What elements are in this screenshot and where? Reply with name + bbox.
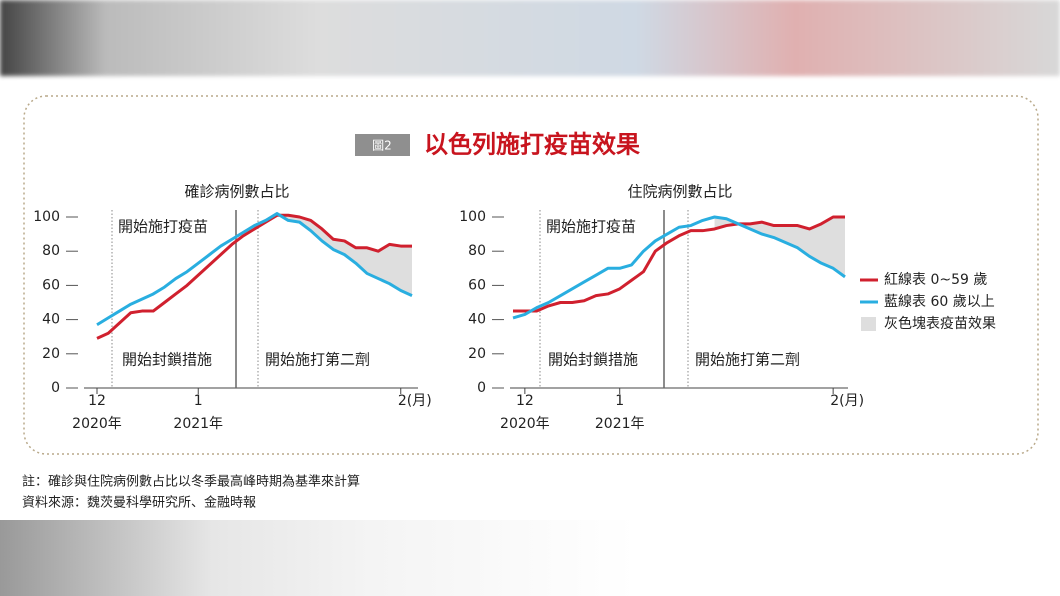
- y-tick-label: 0: [477, 380, 486, 396]
- series-line: [96, 212, 413, 327]
- annotation: 開始施打第二劑: [265, 351, 370, 369]
- y-tick-label: 0: [51, 380, 60, 396]
- x-tick-label: 2(月): [398, 393, 432, 409]
- x-tick-label: 1: [194, 393, 203, 409]
- chart-title: 以色列施打疫苗效果: [424, 130, 640, 159]
- y-tick-label: 80: [468, 243, 486, 259]
- y-tick-label: 80: [42, 243, 60, 259]
- effect-area: [714, 217, 845, 277]
- year-label: 2020年: [72, 416, 122, 432]
- chart-subtitle: 住院病例數占比: [627, 183, 732, 201]
- annotation: 開始封鎖措施: [122, 351, 212, 369]
- series-line: [96, 213, 412, 340]
- blurred-footer: [0, 520, 1060, 596]
- annotation: 開始施打疫苗: [546, 218, 636, 236]
- note: 註：確診與住院病例數占比以冬季最高峰時期為基準來計算: [22, 474, 360, 490]
- year-label: 2020年: [500, 416, 550, 432]
- badge: [355, 134, 410, 156]
- note: 資料來源：魏茨曼科學研究所、金融時報: [22, 495, 256, 511]
- x-tick-label: 2(月): [830, 393, 864, 409]
- legend-label: 灰色塊表疫苗效果: [884, 315, 996, 332]
- chart-subtitle: 確診病例數占比: [184, 183, 289, 201]
- annotation: 開始封鎖措施: [548, 351, 638, 369]
- annotation: 開始施打第二劑: [695, 351, 800, 369]
- annotation: 開始施打疫苗: [118, 218, 208, 236]
- series-line: [512, 215, 846, 320]
- x-tick-label: 12: [516, 393, 534, 409]
- x-tick-label: 1: [615, 393, 624, 409]
- y-tick-label: 100: [459, 209, 486, 225]
- y-tick-label: 60: [42, 277, 60, 293]
- y-tick-label: 20: [468, 346, 486, 362]
- x-tick-label: 12: [88, 393, 106, 409]
- year-label: 2021年: [173, 416, 223, 432]
- legend-label: 紅線表 0~59 歲: [884, 272, 987, 288]
- year-label: 2021年: [595, 416, 645, 432]
- badge-text: 圖2: [372, 139, 392, 153]
- effect-area: [265, 213, 412, 296]
- y-tick-label: 60: [468, 277, 486, 293]
- y-tick-label: 40: [468, 312, 486, 328]
- y-tick-label: 40: [42, 312, 60, 328]
- blurred-header: [0, 0, 1060, 76]
- card: [23, 95, 1039, 455]
- legend-label: 藍線表 60 歲以上: [884, 294, 995, 310]
- y-tick-label: 100: [33, 209, 60, 225]
- series-line: [513, 215, 845, 313]
- y-tick-label: 20: [42, 346, 60, 362]
- legend-swatch: [861, 317, 876, 331]
